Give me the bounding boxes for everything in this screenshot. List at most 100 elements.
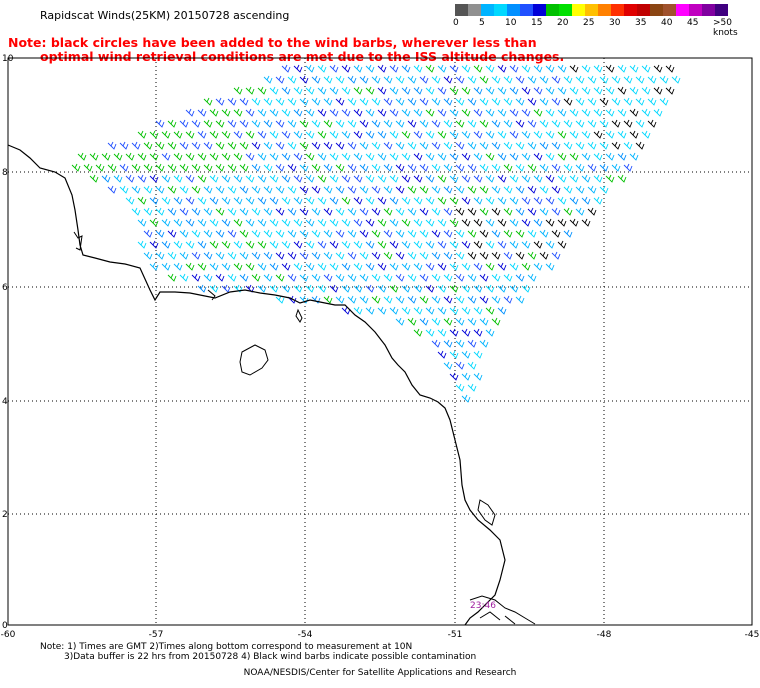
wind-barb (599, 163, 609, 172)
wind-barb (227, 273, 237, 282)
wind-barb (413, 218, 423, 227)
wind-barb (335, 273, 345, 282)
wind-barb (449, 196, 459, 205)
wind-barb (521, 196, 531, 205)
wind-barb (449, 174, 459, 183)
wind-barb (467, 207, 477, 216)
wind-barb (467, 295, 477, 304)
wind-barb (317, 130, 327, 139)
wind-barb (617, 130, 627, 139)
wind-barb (299, 207, 309, 216)
wind-barb (569, 174, 579, 183)
wind-barb (581, 86, 591, 95)
wind-barb (257, 86, 267, 95)
wind-barb (461, 218, 471, 227)
wind-barb (455, 317, 465, 326)
wind-barb (215, 141, 225, 150)
wind-barb (407, 185, 417, 194)
legend-label: 10 (505, 18, 517, 28)
wind-barb (479, 119, 489, 128)
wind-barb (305, 284, 315, 293)
wind-barb (383, 141, 393, 150)
wind-barb (167, 141, 177, 150)
wind-barb (527, 75, 537, 84)
wind-barb (503, 229, 513, 238)
wind-barb (323, 75, 333, 84)
wind-barb (257, 262, 267, 271)
wind-barb (605, 86, 615, 95)
wind-barb (161, 196, 171, 205)
wind-barb (587, 119, 597, 128)
wind-barb (197, 262, 207, 271)
wind-barb (179, 163, 189, 172)
wind-barb (329, 218, 339, 227)
wind-barb (515, 163, 525, 172)
wind-barb (281, 284, 291, 293)
wind-barb (491, 273, 501, 282)
wind-barb (527, 185, 537, 194)
wind-barb (233, 130, 243, 139)
wind-barb (359, 207, 369, 216)
wind-barb (539, 141, 549, 150)
map-frame (7, 57, 753, 626)
wind-barb (515, 251, 525, 260)
wind-barb (401, 152, 411, 161)
wind-barb (443, 207, 453, 216)
wind-barb (533, 108, 543, 117)
wind-barb (233, 284, 243, 293)
wind-barb (653, 64, 663, 73)
wind-barb (269, 240, 279, 249)
wind-barb (503, 251, 513, 260)
wind-barb (251, 273, 261, 282)
wind-barb (239, 163, 249, 172)
wind-barb (347, 273, 357, 282)
legend-label: 30 (609, 18, 621, 28)
wind-barb (221, 218, 231, 227)
wind-barb (419, 229, 429, 238)
wind-barb (419, 207, 429, 216)
wind-barb (275, 185, 285, 194)
wind-barb (461, 152, 471, 161)
wind-barb (605, 108, 615, 117)
wind-barb (149, 240, 159, 249)
wind-barb (257, 152, 267, 161)
wind-barb (413, 262, 423, 271)
wind-barb (299, 229, 309, 238)
wind-barb (395, 97, 405, 106)
wind-barb (383, 273, 393, 282)
wind-barb (377, 108, 387, 117)
wind-barb (365, 152, 375, 161)
wind-barb (623, 75, 633, 84)
wind-barb (323, 207, 333, 216)
wind-barb (461, 86, 471, 95)
legend-label: 20 (557, 18, 569, 28)
wind-barb (551, 119, 561, 128)
wind-barb (413, 108, 423, 117)
wind-barb (443, 141, 453, 150)
wind-barb (575, 207, 585, 216)
wind-barb (341, 86, 351, 95)
wind-barb (389, 108, 399, 117)
wind-barb (437, 328, 447, 337)
wind-barb (431, 317, 441, 326)
wind-barb (407, 141, 417, 150)
wind-barb (371, 185, 381, 194)
wind-barb (431, 119, 441, 128)
wind-barb (551, 141, 561, 150)
wind-barb (359, 163, 369, 172)
wind-barb (269, 108, 279, 117)
wind-barb (305, 130, 315, 139)
legend-swatch (637, 4, 650, 16)
wind-barb (335, 75, 345, 84)
wind-barb (533, 86, 543, 95)
wind-barb (461, 108, 471, 117)
wind-barb (533, 240, 543, 249)
wind-barb (347, 229, 357, 238)
wind-barb (401, 64, 411, 73)
island-small-1 (295, 308, 303, 323)
wind-barb (203, 229, 213, 238)
wind-barb (347, 97, 357, 106)
wind-barb (317, 262, 327, 271)
wind-barb (209, 152, 219, 161)
wind-barb (329, 130, 339, 139)
